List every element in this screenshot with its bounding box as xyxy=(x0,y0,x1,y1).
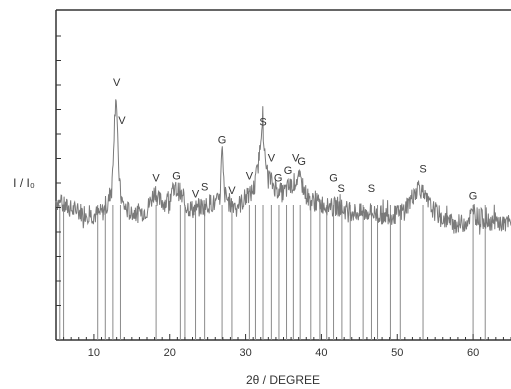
x-ticks: 10 20 30 40 50 60 xyxy=(55,334,511,359)
y-axis-label: I / I₀ xyxy=(13,176,35,190)
x-tick-label: 30 xyxy=(239,347,251,359)
peak-label: V xyxy=(192,189,200,201)
x-axis-label: 2θ / DEGREE xyxy=(246,373,320,387)
peak-label: G xyxy=(329,172,338,184)
peak-label: V xyxy=(292,153,300,165)
peak-label: V xyxy=(118,115,126,127)
peak-label: G xyxy=(469,190,478,202)
peak-label: G xyxy=(297,156,306,168)
peak-label: G xyxy=(274,172,283,184)
peak-label: S xyxy=(201,181,208,193)
peak-label: V xyxy=(113,77,121,89)
peak-label: S xyxy=(419,163,426,175)
peak-label: G xyxy=(218,135,227,147)
peak-label: G xyxy=(172,171,181,183)
x-tick-label: 50 xyxy=(391,347,403,359)
peak-label: V xyxy=(228,185,236,197)
y-ticks xyxy=(56,35,61,306)
x-tick-label: 10 xyxy=(88,347,100,359)
x-tick-label: 40 xyxy=(315,347,327,359)
peak-label: S xyxy=(337,183,344,195)
peak-label: V xyxy=(246,171,254,183)
peak-label: S xyxy=(259,117,266,129)
peak-label: G xyxy=(284,165,293,177)
peak-label: S xyxy=(368,183,375,195)
x-tick-label: 20 xyxy=(164,347,176,359)
series-line xyxy=(55,99,511,235)
x-tick-label: 60 xyxy=(467,347,479,359)
peak-label: V xyxy=(268,153,276,165)
reference-lines xyxy=(59,205,486,340)
peak-label: V xyxy=(152,172,160,184)
